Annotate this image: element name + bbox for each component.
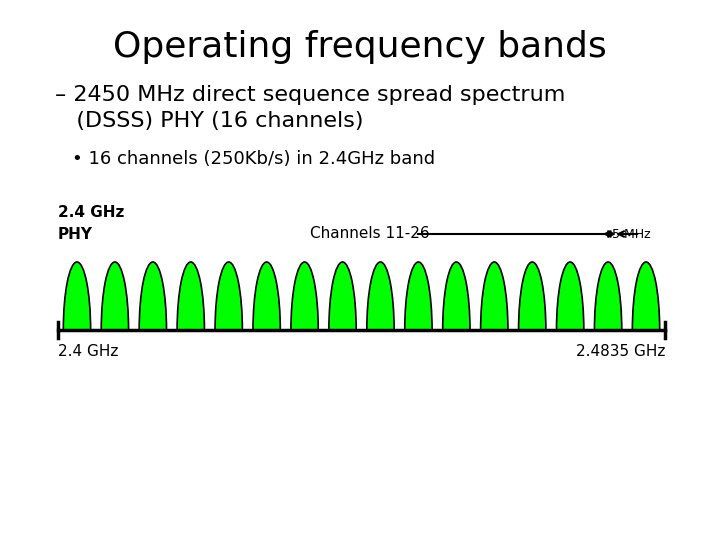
Ellipse shape [443, 262, 470, 398]
Bar [56, 330, 667, 540]
Text: PHY: PHY [58, 227, 93, 242]
Text: Operating frequency bands: Operating frequency bands [113, 30, 607, 64]
Ellipse shape [329, 262, 356, 398]
Ellipse shape [595, 262, 622, 398]
Ellipse shape [632, 262, 660, 398]
Text: 2.4835 GHz: 2.4835 GHz [575, 344, 665, 359]
Ellipse shape [366, 262, 394, 398]
Ellipse shape [481, 262, 508, 398]
Text: – 2450 MHz direct sequence spread spectrum
   (DSSS) PHY (16 channels): – 2450 MHz direct sequence spread spectr… [55, 85, 565, 131]
Text: • 16 channels (250Kb/s) in 2.4GHz band: • 16 channels (250Kb/s) in 2.4GHz band [72, 150, 435, 168]
Text: Channels 11-26: Channels 11-26 [310, 226, 430, 241]
Ellipse shape [139, 262, 166, 398]
Ellipse shape [405, 262, 432, 398]
Ellipse shape [177, 262, 204, 398]
Ellipse shape [518, 262, 546, 398]
Text: 5 MHz: 5 MHz [612, 227, 651, 240]
Ellipse shape [102, 262, 129, 398]
Text: 2.4 GHz: 2.4 GHz [58, 205, 125, 220]
Ellipse shape [291, 262, 318, 398]
Ellipse shape [63, 262, 91, 398]
Ellipse shape [253, 262, 280, 398]
Text: 2.4 GHz: 2.4 GHz [58, 344, 118, 359]
Ellipse shape [557, 262, 584, 398]
Ellipse shape [215, 262, 243, 398]
